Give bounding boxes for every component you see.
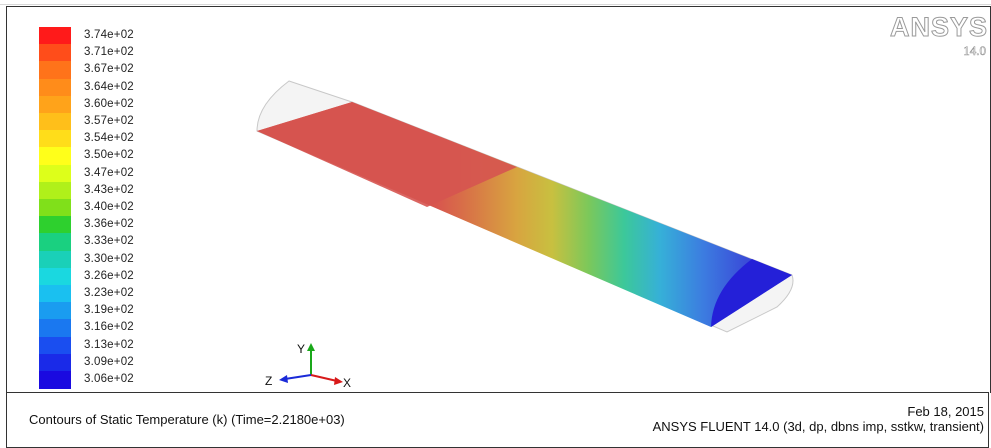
legend-swatch — [39, 353, 71, 372]
legend-swatch — [39, 216, 71, 235]
legend-row: 3.43e+02 — [39, 181, 209, 200]
legend-swatch — [39, 147, 71, 166]
legend-label: 3.40e+02 — [84, 201, 134, 213]
legend-row: 3.57e+02 — [39, 113, 209, 131]
legend-row: 3.67e+02 — [39, 61, 209, 80]
legend-label: 3.60e+02 — [84, 97, 134, 110]
legend-label: 3.71e+02 — [84, 46, 134, 59]
plane-red-region — [257, 102, 517, 207]
x-axis-arrow — [334, 377, 343, 385]
legend-swatch — [39, 181, 71, 200]
graphics-viewport[interactable]: 3.74e+02 3.71e+02 3.67e+02 3.64e+02 3.60e+02… — [6, 6, 991, 393]
y-axis-arrow — [307, 343, 315, 351]
legend-row: 3.47e+02 — [39, 164, 209, 183]
legend-row: 3.13e+02 — [39, 336, 209, 355]
legend-label: 3.06e+02 — [84, 373, 134, 385]
legend-swatch — [39, 27, 71, 45]
legend-label: 3.50e+02 — [84, 149, 134, 162]
axis-triad: Y X Z — [265, 342, 351, 390]
legend-label: 3.47e+02 — [84, 166, 134, 179]
legend-row: 3.64e+02 — [39, 78, 209, 97]
legend-label: 3.09e+02 — [84, 355, 134, 368]
legend-label: 3.33e+02 — [84, 235, 134, 248]
footer-info: Feb 18, 2015 ANSYS FLUENT 14.0 (3d, dp, … — [653, 404, 984, 434]
logo-name: ANSYS — [889, 12, 988, 42]
legend-label: 3.30e+02 — [84, 252, 134, 265]
legend-swatch — [39, 61, 71, 80]
solver-info: ANSYS FLUENT 14.0 (3d, dp, dbns imp, sst… — [652, 419, 984, 434]
legend-swatch — [39, 233, 71, 252]
legend-swatch — [39, 78, 71, 97]
plot-title: Contours of Static Temperature (k) (Time… — [29, 412, 345, 427]
legend-swatch — [39, 336, 71, 355]
status-footer: Contours of Static Temperature (k) (Time… — [6, 392, 989, 448]
top-strip — [0, 0, 991, 5]
z-axis-line — [284, 374, 312, 380]
legend-label: 3.67e+02 — [84, 63, 134, 76]
legend-row: 3.50e+02 — [39, 147, 209, 166]
legend-row: 3.60e+02 — [39, 95, 209, 114]
legend-row: 3.06e+02 — [39, 371, 209, 389]
legend-row: 3.54e+02 — [39, 130, 209, 149]
legend-row: 3.23e+02 — [39, 285, 209, 303]
legend-label: 3.13e+02 — [84, 338, 134, 351]
contour-scene — [256, 80, 794, 333]
legend-label: 3.26e+02 — [84, 269, 134, 282]
legend-label: 3.54e+02 — [84, 132, 134, 145]
legend-swatch — [39, 164, 71, 183]
logo-version: 14.0 — [963, 43, 986, 59]
legend-swatch — [39, 302, 71, 321]
legend-label: 3.19e+02 — [84, 304, 134, 317]
legend-swatch — [39, 250, 71, 269]
z-axis-label: Z — [265, 374, 272, 388]
legend-swatch — [39, 319, 71, 338]
legend-swatch — [39, 95, 71, 114]
legend-swatch — [39, 199, 71, 217]
x-axis-line — [310, 374, 338, 382]
legend-label: 3.23e+02 — [84, 287, 134, 299]
legend-label: 3.64e+02 — [84, 80, 134, 93]
legend-swatch — [39, 130, 71, 149]
legend-row: 3.30e+02 — [39, 250, 209, 269]
legend-swatch — [39, 44, 71, 63]
legend-swatch — [39, 267, 71, 286]
z-axis-arrow — [279, 375, 288, 383]
legend-row: 3.40e+02 — [39, 199, 209, 217]
legend-swatch — [39, 371, 71, 389]
legend-swatch — [39, 285, 71, 303]
ansys-logo: ANSYS 14.0 — [889, 12, 988, 59]
plane-end-cap — [711, 259, 792, 327]
x-axis-label: X — [343, 376, 351, 390]
legend-label: 3.43e+02 — [84, 183, 134, 196]
legend-row: 3.33e+02 — [39, 233, 209, 252]
legend-label: 3.16e+02 — [84, 321, 134, 334]
legend-row: 3.71e+02 — [39, 44, 209, 63]
legend-row: 3.09e+02 — [39, 353, 209, 372]
plot-date: Feb 18, 2015 — [907, 404, 984, 419]
legend-row: 3.19e+02 — [39, 302, 209, 321]
legend-row: 3.74e+02 — [39, 27, 209, 45]
legend-swatch — [39, 113, 71, 131]
y-axis-label: Y — [297, 342, 305, 356]
legend-label: 3.36e+02 — [84, 218, 134, 231]
legend-label: 3.74e+02 — [84, 29, 134, 41]
legend-row: 3.26e+02 — [39, 267, 209, 286]
legend-row: 3.36e+02 — [39, 216, 209, 235]
color-legend: 3.74e+02 3.71e+02 3.67e+02 3.64e+02 3.60e+02… — [39, 27, 209, 389]
legend-label: 3.57e+02 — [84, 115, 134, 127]
legend-row: 3.16e+02 — [39, 319, 209, 338]
